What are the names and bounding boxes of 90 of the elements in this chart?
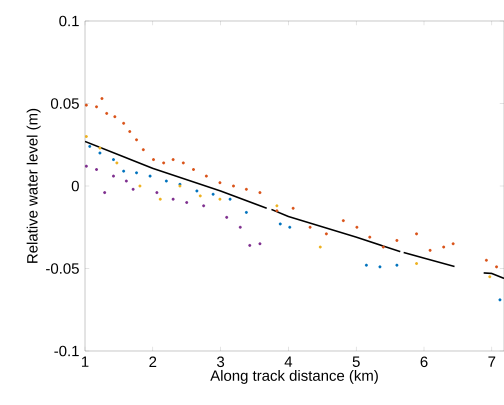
point (415, 262, 418, 266)
point (382, 246, 385, 249)
point (95, 168, 98, 171)
point (258, 191, 262, 194)
point (258, 242, 262, 246)
point (84, 135, 88, 138)
y-tick-label: 0 (72, 180, 79, 192)
point (138, 184, 142, 188)
point (342, 219, 345, 222)
point (124, 180, 128, 183)
y-tick-label: 0.05 (50, 98, 79, 109)
point (135, 138, 138, 142)
point (498, 298, 502, 302)
point (248, 244, 252, 247)
point (172, 198, 175, 201)
point (288, 226, 292, 229)
point (355, 226, 358, 229)
x-tick-label: 7 (488, 356, 496, 367)
point (244, 210, 248, 214)
point (202, 204, 206, 208)
point (292, 206, 295, 210)
point (218, 198, 222, 201)
x-tick-label: 2 (149, 356, 156, 367)
point (182, 161, 185, 164)
y-tick-label: 0.1 (59, 16, 79, 26)
point (122, 122, 126, 125)
point (442, 246, 446, 249)
x-tick-label: 1 (82, 356, 88, 367)
point (98, 152, 102, 154)
point (192, 168, 195, 171)
point (112, 174, 115, 178)
point (378, 265, 382, 268)
point (172, 158, 175, 162)
point (135, 171, 138, 174)
point (232, 184, 235, 188)
y-tick-label: -0.1 (54, 346, 79, 356)
point (112, 158, 115, 162)
point (324, 232, 328, 236)
y-axis-title: Relative water level (m) (26, 108, 41, 263)
point (278, 222, 282, 226)
point (368, 236, 372, 239)
x-tick-label: 5 (352, 356, 360, 367)
x-tick-label: 4 (284, 356, 292, 367)
point (275, 204, 278, 208)
point (238, 226, 242, 229)
point (308, 226, 312, 229)
x-tick-label: 3 (217, 356, 224, 368)
point (275, 209, 278, 212)
point (212, 192, 215, 196)
point (152, 158, 155, 162)
point (488, 275, 492, 278)
point (103, 191, 106, 194)
point (105, 112, 108, 115)
point (142, 148, 145, 152)
point (364, 264, 368, 267)
point (98, 146, 102, 150)
point (158, 198, 162, 201)
point (132, 188, 135, 191)
point (148, 174, 152, 178)
point (185, 201, 188, 204)
point (88, 144, 92, 148)
x-tick-label: 6 (420, 356, 428, 368)
point (162, 161, 166, 164)
point (495, 265, 498, 268)
point (318, 246, 322, 249)
point (484, 258, 488, 262)
point (84, 104, 88, 107)
point (452, 242, 455, 246)
point (228, 198, 232, 201)
point (225, 216, 228, 219)
point (155, 191, 158, 194)
point (100, 97, 104, 100)
point (115, 161, 118, 164)
point (128, 130, 132, 134)
y-tick-label: -0.05 (46, 263, 79, 274)
point (395, 264, 398, 267)
point (395, 238, 398, 242)
point (95, 105, 98, 108)
point (428, 248, 432, 252)
point (195, 189, 198, 192)
point (84, 164, 88, 168)
point (164, 180, 168, 183)
point (198, 194, 202, 198)
point (244, 188, 248, 191)
point (218, 181, 222, 184)
point (415, 232, 418, 236)
point (122, 170, 126, 173)
point (204, 174, 208, 178)
point (113, 115, 116, 118)
x-axis-title: Along track distance (km) (210, 370, 378, 384)
